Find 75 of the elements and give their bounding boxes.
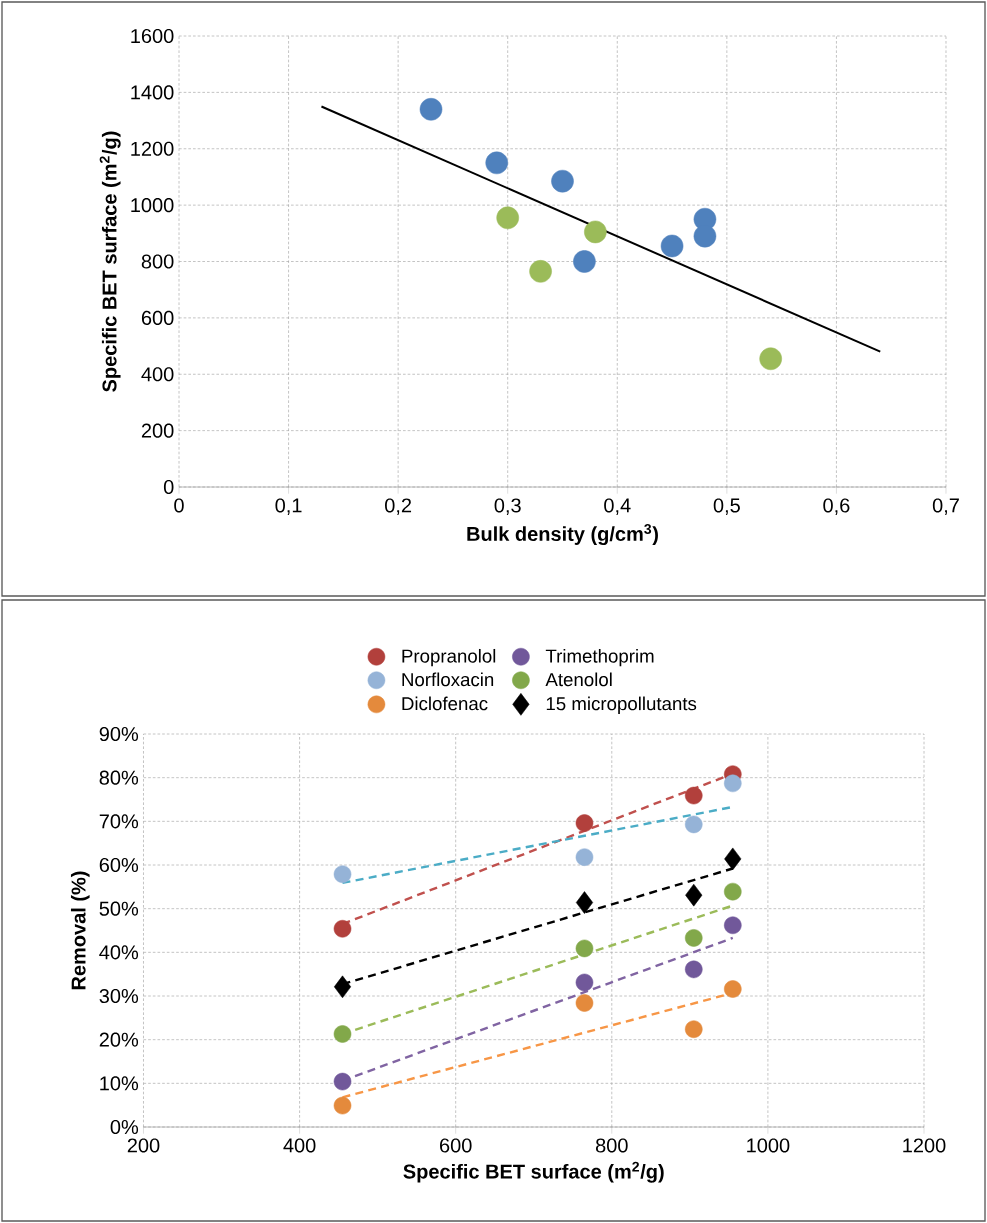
point: [334, 975, 352, 999]
x-tick-label: 0,2: [385, 498, 412, 515]
y-tick-label: 90%: [99, 726, 139, 742]
y-tick-label: 1600: [131, 28, 174, 44]
point: [333, 1025, 352, 1043]
point: [575, 939, 594, 958]
x-axis-title: Specific BET surface (m$^{2}$/g): [403, 1161, 664, 1183]
legend-label: Atenolol: [545, 672, 612, 687]
y-tick-label: 70%: [99, 814, 139, 829]
point: [333, 919, 352, 938]
x-tick-label: 0,4: [604, 498, 631, 515]
x-tick-label: 0,7: [932, 498, 959, 515]
point: [575, 994, 594, 1012]
point: [724, 916, 742, 935]
y-tick-label: 800: [141, 254, 174, 269]
legend-label: Propranolol: [402, 648, 496, 667]
legend-label: Trimethoprim: [545, 648, 654, 667]
x-tick-label: 800: [595, 1138, 628, 1153]
point: [529, 260, 552, 283]
y-tick-label: 1400: [131, 85, 174, 100]
point: [724, 882, 742, 901]
point: [551, 169, 574, 193]
y-tick-label: 1000: [131, 198, 174, 213]
x-tick-label: 0: [174, 498, 184, 513]
y-tick-label: 80%: [99, 770, 139, 785]
y-tick-label: 50%: [99, 901, 139, 916]
legend-label: Norfloxacin: [402, 672, 494, 687]
x-tick-label: 0,3: [494, 498, 521, 515]
point: [724, 774, 742, 793]
y-tick-label: 20%: [99, 1032, 139, 1047]
point: [660, 234, 684, 258]
point: [684, 1020, 703, 1038]
y-axis-title: Removal (%): [70, 871, 90, 990]
point: [693, 224, 717, 248]
y-tick-label: 10%: [100, 1076, 139, 1091]
x-tick-label: 1000: [747, 1138, 790, 1153]
y-tick-label: 0: [163, 479, 174, 495]
x-tick-label: 0,6: [823, 498, 850, 515]
x-tick-label: 0,1: [275, 498, 302, 515]
point: [575, 814, 594, 832]
point: [485, 151, 509, 175]
x-tick-label: 400: [283, 1138, 316, 1153]
y-tick-label: 40%: [99, 945, 139, 960]
point: [685, 883, 703, 907]
y-tick-label: 200: [141, 423, 174, 438]
y-tick-label: 60%: [99, 857, 139, 873]
legend-label: Diclofenac: [402, 696, 488, 711]
x-tick-label: 1200: [903, 1138, 946, 1153]
y-tick-label: 600: [141, 310, 174, 325]
point: [724, 847, 742, 871]
y-tick-label: 0%: [110, 1119, 139, 1135]
point: [724, 980, 742, 998]
y-tick-label: 1200: [131, 141, 174, 156]
point: [575, 973, 594, 992]
legend-label: 15 micropollutants: [546, 696, 697, 714]
point: [333, 1072, 352, 1091]
point: [684, 815, 703, 834]
point: [684, 786, 703, 805]
y-tick-label: 30%: [99, 988, 139, 1004]
point: [575, 848, 594, 866]
point: [333, 865, 352, 883]
x-tick-label: 600: [440, 1138, 472, 1153]
point: [759, 347, 782, 371]
x-tick-label: 0,5: [713, 498, 740, 515]
point: [496, 206, 519, 230]
point: [573, 250, 596, 273]
y-axis-title: Specific BET surface (m$^{2}$/g): [99, 131, 121, 392]
point: [419, 98, 443, 121]
x-axis-title: Bulk density (g/cm$^{3}$): [467, 524, 658, 546]
point: [584, 220, 607, 244]
point: [333, 1096, 352, 1115]
y-tick-label: 400: [141, 367, 174, 382]
point: [684, 929, 703, 947]
point: [684, 960, 703, 979]
point: [575, 891, 593, 914]
